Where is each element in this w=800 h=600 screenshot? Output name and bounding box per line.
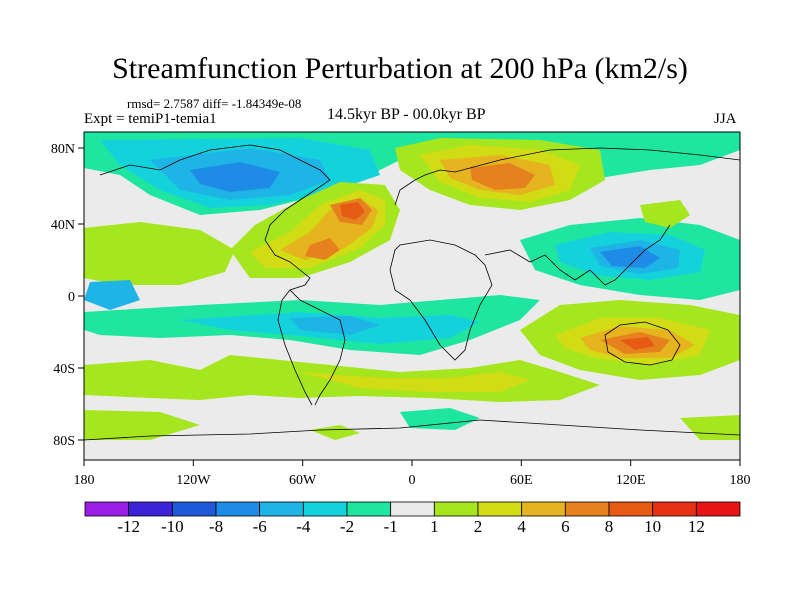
colorbar-label: -10: [161, 517, 184, 536]
lat-tick-label: 80S: [53, 434, 75, 449]
colorbar-swatch: [171, 501, 217, 517]
map-axes: 80N 40N 0 40S 80S 180 120W 60W 0 60E 120E 180: [51, 142, 751, 488]
coast-asia-north: [469, 147, 740, 169]
colorbar-swatch: [302, 501, 348, 517]
colorbar-swatch: [84, 501, 130, 517]
contour-positive-eurasia-6: [470, 163, 535, 190]
coast-asia-south: [484, 224, 671, 286]
colorbar-label: -8: [209, 517, 223, 536]
colorbar-swatch: [695, 501, 741, 517]
colorbar-swatch: [128, 501, 173, 517]
colorbar-swatch: [608, 501, 654, 517]
lon-tick-label: 120W: [176, 473, 211, 488]
season-label: JJA: [714, 111, 737, 127]
colorbar-label: 1: [430, 517, 439, 536]
contour-positive-atlantic-6a: [305, 238, 340, 260]
colorbar: -12 -10 -8 -6 -4 -2 -1 1 2 4 6 8 10 12: [84, 501, 741, 536]
colorbar-label: 12: [688, 517, 705, 536]
contour-negative-pacific-4: [84, 280, 140, 310]
colorbar-swatch: [259, 501, 304, 517]
contour-negative-asia-6: [600, 246, 660, 268]
coast-australia: [604, 321, 681, 366]
contour-negative-antarctic-1: [400, 408, 480, 430]
lon-tick-label: 120E: [616, 473, 646, 488]
colorbar-swatch: [564, 501, 610, 517]
lon-tick-label: 0: [409, 473, 416, 488]
contour-negative-6: [190, 162, 280, 192]
colorbar-swatch: [652, 501, 697, 517]
period-label: 14.5kyr BP - 00.0kyr BP: [327, 106, 486, 123]
colorbar-swatch: [390, 501, 435, 517]
contour-positive-southern-band-2: [300, 372, 530, 392]
coast-south-america-west: [277, 299, 313, 406]
rmsd-text: rmsd= 2.7587 diff= -1.84349e-08: [127, 96, 302, 111]
colorbar-label: -4: [296, 517, 311, 536]
colorbar-label: 10: [644, 517, 661, 536]
lat-tick-label: 40N: [51, 218, 75, 233]
coast-africa: [389, 239, 493, 361]
contour-positive-antarctic-1a: [84, 410, 200, 440]
coast-europe: [394, 167, 471, 206]
colorbar-label: 6: [561, 517, 570, 536]
experiment-label: Expt = temiP1-temia1: [84, 111, 217, 127]
lat-tick-label: 0: [68, 290, 75, 305]
lon-tick-label: 60W: [289, 473, 317, 488]
contour-positive-antarctic-1b: [680, 415, 740, 440]
lon-tick-label: 180: [730, 473, 751, 488]
contour-positive-atlantic-8: [340, 202, 365, 220]
colorbar-swatch: [477, 501, 523, 517]
lat-tick-label: 80N: [51, 142, 75, 157]
colorbar-label: 8: [605, 517, 614, 536]
colorbar-label: -2: [340, 517, 354, 536]
colorbar-label: -12: [117, 517, 140, 536]
contour-positive-eastasia-1: [640, 200, 690, 228]
colorbar-label: 4: [517, 517, 526, 536]
colorbar-swatch: [215, 501, 261, 517]
colorbar-label: 2: [474, 517, 483, 536]
colorbar-swatch: [433, 501, 479, 517]
contour-negative-south-4: [290, 316, 380, 335]
lon-tick-label: 180: [74, 473, 95, 488]
colorbar-swatch: [346, 501, 392, 517]
contour-fields: [84, 132, 740, 440]
map-plot: 80N 40N 0 40S 80S 180 120W 60W 0 60E 120E 180: [51, 131, 751, 488]
colorbar-swatch: [521, 501, 566, 517]
lon-tick-label: 60E: [510, 473, 533, 488]
coast-north-america: [99, 144, 331, 301]
coast-south-america-east: [289, 289, 346, 406]
colorbar-label: -6: [253, 517, 267, 536]
contour-positive-antarctic-1c: [310, 425, 360, 440]
contour-positive-pacific-1: [84, 222, 235, 285]
contour-positive-australia-8: [620, 337, 655, 350]
map-title: Streamfunction Perturbation at 200 hPa (…: [112, 52, 688, 85]
lat-tick-label: 40S: [53, 362, 75, 377]
coast-antarctica: [84, 419, 740, 441]
colorbar-label: -1: [384, 517, 398, 536]
coastlines: [84, 144, 740, 441]
